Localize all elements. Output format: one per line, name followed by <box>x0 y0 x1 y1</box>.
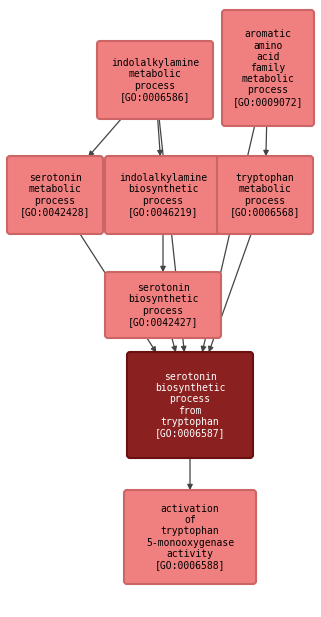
Text: indolalkylamine
metabolic
process
[GO:0006586]: indolalkylamine metabolic process [GO:00… <box>111 58 199 102</box>
FancyBboxPatch shape <box>217 156 313 234</box>
Text: serotonin
biosynthetic
process
[GO:0042427]: serotonin biosynthetic process [GO:00424… <box>128 283 198 327</box>
Text: serotonin
metabolic
process
[GO:0042428]: serotonin metabolic process [GO:0042428] <box>20 173 90 217</box>
Text: activation
of
tryptophan
5-monooxygenase
activity
[GO:0006588]: activation of tryptophan 5-monooxygenase… <box>146 504 234 570</box>
Text: serotonin
biosynthetic
process
from
tryptophan
[GO:0006587]: serotonin biosynthetic process from tryp… <box>155 372 225 438</box>
FancyBboxPatch shape <box>124 490 256 584</box>
Text: aromatic
amino
acid
family
metabolic
process
[GO:0009072]: aromatic amino acid family metabolic pro… <box>233 30 303 107</box>
Text: indolalkylamine
biosynthetic
process
[GO:0046219]: indolalkylamine biosynthetic process [GO… <box>119 173 207 217</box>
FancyBboxPatch shape <box>127 352 253 458</box>
FancyBboxPatch shape <box>105 156 221 234</box>
FancyBboxPatch shape <box>7 156 103 234</box>
FancyBboxPatch shape <box>105 272 221 338</box>
FancyBboxPatch shape <box>222 10 314 126</box>
FancyBboxPatch shape <box>97 41 213 119</box>
Text: tryptophan
metabolic
process
[GO:0006568]: tryptophan metabolic process [GO:0006568… <box>230 173 300 217</box>
